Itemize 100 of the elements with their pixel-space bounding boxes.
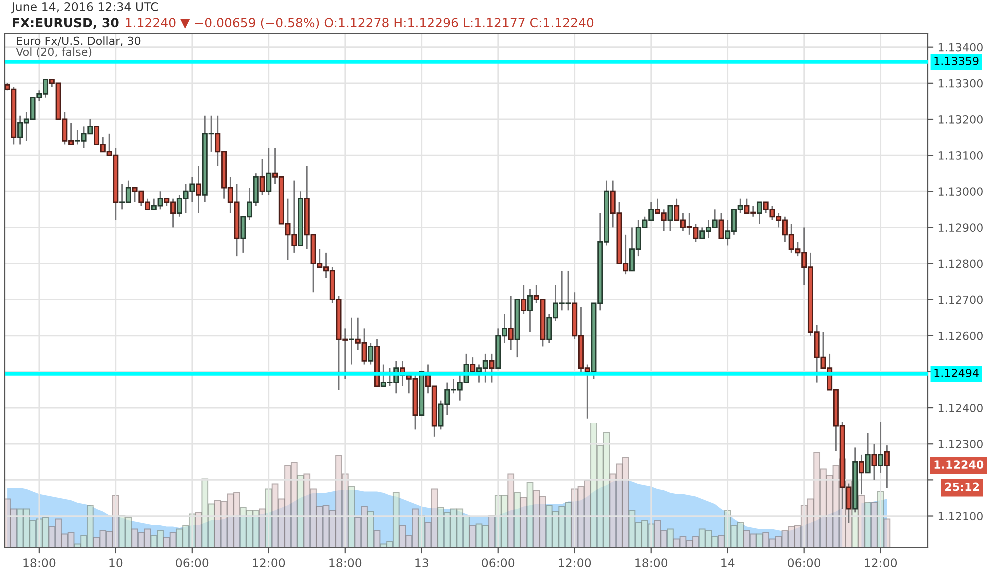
bar: [814, 452, 821, 548]
bar: [864, 502, 872, 548]
candlestick: [528, 288, 533, 333]
candlestick: [521, 284, 527, 315]
candlestick: [196, 166, 202, 214]
bar: [508, 474, 515, 548]
ref-line-label: 1.13359: [934, 56, 979, 66]
candlestick: [858, 454, 864, 496]
bar: [227, 494, 234, 548]
bar: [540, 496, 546, 548]
x-tick-label: 06:00: [482, 558, 515, 568]
bar: [750, 534, 757, 548]
bar: [635, 522, 642, 548]
x-tick-label: 14: [722, 558, 735, 568]
y-tick-label: 1.13300: [938, 79, 983, 88]
ref-line-label: 1.12494: [934, 368, 979, 378]
bar: [278, 498, 286, 548]
bar: [132, 528, 138, 548]
bar: [667, 528, 674, 548]
bar: [163, 538, 170, 548]
bar: [290, 462, 298, 548]
bar: [718, 535, 725, 548]
candlestick: [718, 212, 724, 240]
bar: [514, 492, 521, 548]
bar: [150, 535, 158, 548]
bar: [456, 508, 464, 548]
bar: [565, 502, 572, 548]
candlestick: [884, 444, 890, 490]
bar: [16, 508, 24, 548]
bar: [820, 468, 827, 548]
bar: [240, 508, 247, 548]
bar: [482, 525, 490, 548]
bar: [692, 536, 700, 548]
bar: [463, 516, 470, 548]
candlestick: [878, 422, 884, 474]
bar: [610, 474, 617, 548]
x-tick-label: 13: [416, 558, 428, 568]
candlestick: [872, 443, 878, 481]
bar: [10, 508, 18, 548]
bar: [698, 528, 706, 548]
bar: [316, 506, 324, 548]
bar: [406, 535, 413, 548]
x-tick-label: 12:00: [253, 558, 286, 568]
bar: [412, 508, 419, 548]
bar: [354, 518, 362, 548]
bar: [336, 455, 342, 548]
bar: [871, 502, 878, 548]
bar: [737, 522, 744, 548]
bar: [374, 530, 381, 548]
bar: [642, 520, 648, 548]
text: 1.12240: [934, 460, 984, 469]
y-tick-label: 1.12400: [938, 404, 983, 412]
bar: [584, 480, 592, 548]
candlestick: [489, 353, 495, 384]
bar: [125, 518, 132, 548]
candlestick: [756, 202, 762, 225]
bar: [399, 525, 406, 548]
y-tick-label: 1.12900: [938, 224, 983, 232]
bar: [660, 530, 668, 548]
bar: [361, 506, 368, 548]
candlestick: [368, 342, 374, 366]
candlestick: [865, 432, 871, 474]
bar: [444, 512, 451, 548]
text: 25:12: [946, 482, 980, 492]
bar: [775, 536, 782, 548]
bar: [596, 445, 604, 548]
candlestick: [470, 356, 476, 373]
y-tick-label: 1.12600: [938, 332, 983, 340]
bar: [252, 510, 260, 548]
x-tick-label: 18:00: [24, 558, 56, 568]
candlestick: [266, 148, 272, 196]
x-tick-label: 10: [110, 558, 123, 568]
bar: [202, 478, 209, 548]
chart-title: FX:EURUSD, 30: [13, 18, 119, 30]
bar: [520, 498, 528, 548]
bar: [622, 458, 630, 548]
y-tick-label: 1.13000: [938, 188, 983, 196]
bar: [884, 518, 891, 548]
x-tick-label: 12:00: [865, 558, 898, 568]
bar: [138, 532, 145, 548]
candlestick: [260, 158, 266, 196]
y-tick-label: 1.13400: [938, 43, 983, 52]
y-tick-label: 1.12300: [938, 440, 983, 448]
bar: [558, 506, 566, 548]
bar: [438, 508, 444, 548]
annotation: Euro Fx/U.S. Dollar, 30: [17, 36, 141, 46]
bar: [794, 525, 802, 548]
bar: [488, 515, 496, 548]
bar: [590, 423, 598, 548]
y-tick-label: 1.12100: [938, 512, 983, 521]
bar: [259, 508, 266, 548]
bar: [392, 492, 400, 548]
bar: [106, 531, 113, 548]
bar: [80, 535, 88, 548]
x-tick-label: 12:00: [559, 558, 592, 568]
bar: [182, 525, 190, 548]
bar: [284, 465, 292, 548]
y-tick-label: 1.13200: [938, 115, 983, 124]
y-tick-label: 1.12800: [938, 260, 983, 268]
bar: [30, 520, 36, 548]
